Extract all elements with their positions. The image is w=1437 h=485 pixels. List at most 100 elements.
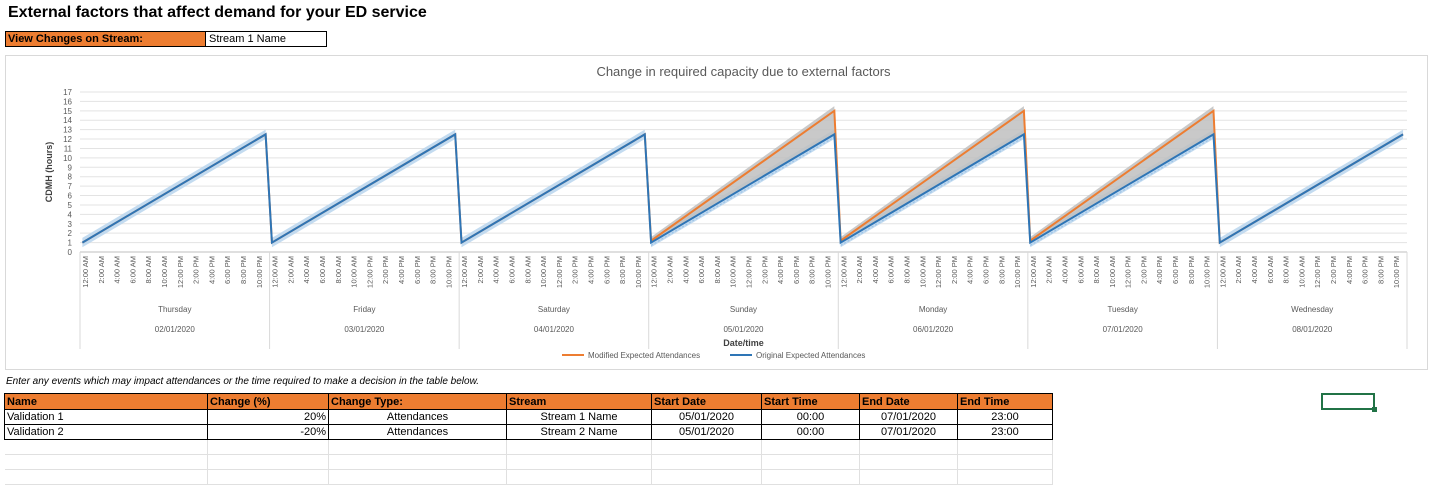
empty-cell[interactable]: [859, 469, 958, 485]
cell-start-time[interactable]: 00:00: [761, 409, 860, 425]
empty-cell[interactable]: [4, 454, 208, 470]
cell-change-type[interactable]: Attendances: [328, 409, 507, 425]
y-tick-label: 2: [68, 229, 73, 238]
x-tick-label: 8:00 PM: [618, 256, 627, 284]
cell-stream[interactable]: Stream 2 Name: [506, 424, 652, 440]
empty-cell[interactable]: [207, 439, 329, 455]
x-tick-label: 2:00 PM: [381, 256, 390, 284]
header-end-time[interactable]: End Time: [957, 393, 1053, 410]
header-name[interactable]: Name: [4, 393, 208, 410]
x-tick-label: 12:00 PM: [934, 256, 943, 288]
cell-change-pct[interactable]: -20%: [207, 424, 329, 440]
x-tick-label: 2:00 AM: [855, 256, 864, 284]
header-change-type[interactable]: Change Type:: [328, 393, 507, 410]
x-tick-label: 12:00 AM: [271, 256, 280, 288]
original-dashed-line: [650, 136, 835, 246]
x-tick-label: 10:00 PM: [1392, 256, 1401, 288]
empty-cell[interactable]: [859, 454, 958, 470]
x-tick-label: 4:00 PM: [1345, 256, 1354, 284]
cell-name[interactable]: Validation 2: [4, 424, 208, 440]
x-tick-label: 6:00 AM: [508, 256, 517, 284]
x-tick-label: 10:00 PM: [823, 256, 832, 288]
empty-cell[interactable]: [328, 439, 507, 455]
empty-cell[interactable]: [957, 454, 1053, 470]
x-tick-label: 4:00 PM: [397, 256, 406, 284]
capacity-chart[interactable]: Change in required capacity due to exter…: [5, 55, 1428, 370]
cell-start-time[interactable]: 00:00: [761, 424, 860, 440]
legend-modified-label: Modified Expected Attendances: [588, 351, 700, 360]
x-tick-label: 4:00 AM: [681, 256, 690, 284]
y-tick-label: 5: [68, 201, 73, 210]
x-tick-label: 2:00 AM: [1045, 256, 1054, 284]
cell-end-date[interactable]: 07/01/2020: [859, 409, 958, 425]
x-tick-label: 6:00 PM: [413, 256, 422, 284]
empty-cell[interactable]: [761, 454, 860, 470]
x-tick-label: 8:00 AM: [144, 256, 153, 284]
y-tick-label: 7: [68, 182, 73, 191]
table-row: Validation 1 20% Attendances Stream 1 Na…: [4, 409, 1053, 425]
y-tick-label: 12: [63, 135, 72, 144]
header-end-date[interactable]: End Date: [859, 393, 958, 410]
x-tick-label: 6:00 AM: [887, 256, 896, 284]
x-tick-label: 12:00 PM: [745, 256, 754, 288]
empty-cell[interactable]: [4, 439, 208, 455]
x-tick-label: 4:00 PM: [207, 256, 216, 284]
x-tick-label: 6:00 AM: [318, 256, 327, 284]
x-date-label: 04/01/2020: [534, 325, 575, 334]
empty-cell[interactable]: [506, 439, 652, 455]
x-tick-label: 12:00 PM: [1124, 256, 1133, 288]
cell-stream[interactable]: Stream 1 Name: [506, 409, 652, 425]
x-weekday-label: Friday: [353, 305, 375, 314]
x-weekday-label: Sunday: [730, 305, 757, 314]
empty-cell[interactable]: [207, 454, 329, 470]
x-tick-label: 6:00 AM: [1266, 256, 1275, 284]
original-dashed-line: [840, 136, 1025, 246]
x-tick-label: 4:00 PM: [587, 256, 596, 284]
cell-change-pct[interactable]: 20%: [207, 409, 329, 425]
empty-cell[interactable]: [506, 454, 652, 470]
y-tick-label: 6: [68, 192, 73, 201]
x-tick-label: 8:00 AM: [334, 256, 343, 284]
x-tick-label: 6:00 PM: [1171, 256, 1180, 284]
x-tick-label: 12:00 AM: [460, 256, 469, 288]
cell-start-date[interactable]: 05/01/2020: [651, 424, 762, 440]
empty-cell[interactable]: [506, 469, 652, 485]
table-row-empty: [4, 454, 1053, 470]
empty-cell[interactable]: [761, 469, 860, 485]
empty-cell[interactable]: [957, 469, 1053, 485]
cell-end-date[interactable]: 07/01/2020: [859, 424, 958, 440]
header-change-pct[interactable]: Change (%): [207, 393, 329, 410]
cell-end-time[interactable]: 23:00: [957, 424, 1053, 440]
x-tick-label: 12:00 AM: [839, 256, 848, 288]
empty-cell[interactable]: [651, 454, 762, 470]
x-tick-label: 2:00 PM: [760, 256, 769, 284]
empty-cell[interactable]: [651, 439, 762, 455]
empty-cell[interactable]: [859, 439, 958, 455]
selected-cell[interactable]: [1321, 393, 1377, 412]
cell-start-date[interactable]: 05/01/2020: [651, 409, 762, 425]
x-tick-label: 2:00 AM: [666, 256, 675, 284]
x-tick-label: 8:00 PM: [239, 256, 248, 284]
table-row-empty: [4, 439, 1053, 455]
empty-cell[interactable]: [328, 469, 507, 485]
cell-end-time[interactable]: 23:00: [957, 409, 1053, 425]
stream-selector: View Changes on Stream: Stream 1 Name: [5, 31, 327, 47]
header-stream[interactable]: Stream: [506, 393, 652, 410]
header-start-date[interactable]: Start Date: [651, 393, 762, 410]
empty-cell[interactable]: [651, 469, 762, 485]
cell-name[interactable]: Validation 1: [4, 409, 208, 425]
x-tick-label: 12:00 PM: [365, 256, 374, 288]
x-tick-label: 6:00 PM: [1361, 256, 1370, 284]
empty-cell[interactable]: [761, 439, 860, 455]
header-start-time[interactable]: Start Time: [761, 393, 860, 410]
stream-selector-dropdown[interactable]: Stream 1 Name: [206, 31, 327, 47]
empty-cell[interactable]: [207, 469, 329, 485]
empty-cell[interactable]: [328, 454, 507, 470]
empty-cell[interactable]: [4, 469, 208, 485]
x-tick-label: 2:00 PM: [571, 256, 580, 284]
cell-change-type[interactable]: Attendances: [328, 424, 507, 440]
x-tick-label: 4:00 AM: [302, 256, 311, 284]
x-tick-label: 8:00 PM: [1187, 256, 1196, 284]
empty-cell[interactable]: [957, 439, 1053, 455]
x-date-label: 07/01/2020: [1103, 325, 1144, 334]
